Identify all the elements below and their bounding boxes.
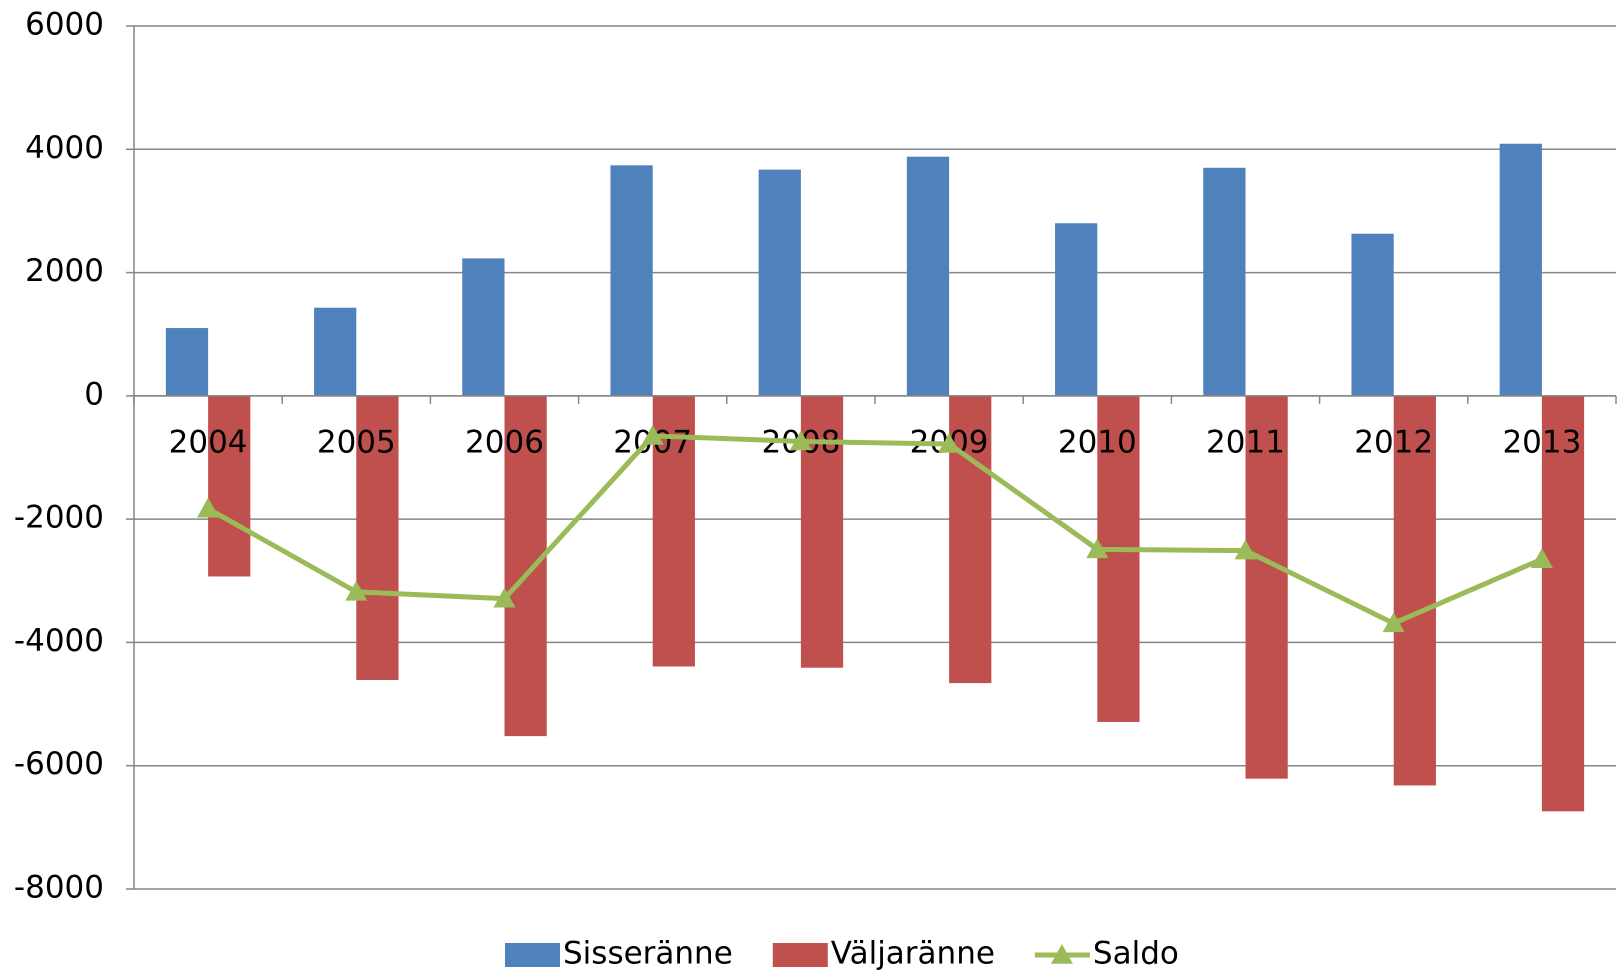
legend-label: Sisseränne bbox=[563, 936, 733, 972]
legend-swatch bbox=[505, 943, 560, 967]
bar bbox=[610, 165, 652, 396]
x-tick-label: 2011 bbox=[1206, 424, 1285, 460]
y-tick-label: -4000 bbox=[14, 623, 104, 659]
legend-label: Saldo bbox=[1093, 936, 1179, 972]
bar bbox=[759, 170, 801, 396]
y-tick-label: 0 bbox=[84, 376, 104, 412]
bar bbox=[1500, 144, 1542, 396]
x-tick-label: 2005 bbox=[317, 424, 396, 460]
bar bbox=[1351, 234, 1393, 396]
bar bbox=[462, 258, 504, 395]
bar bbox=[166, 328, 208, 396]
x-tick-label: 2010 bbox=[1058, 424, 1137, 460]
x-tick-label: 2012 bbox=[1354, 424, 1433, 460]
y-tick-label: 2000 bbox=[25, 253, 104, 289]
chart: -8000 -6000 -4000 -2000 0 2000 4000 6000 2004 200… bbox=[0, 0, 1619, 973]
y-tick-label: 4000 bbox=[25, 130, 104, 166]
line bbox=[208, 436, 1542, 623]
bar bbox=[1203, 168, 1245, 396]
y-tick-label: -8000 bbox=[14, 870, 104, 906]
bar bbox=[314, 308, 356, 396]
y-tick-label: -6000 bbox=[14, 746, 104, 782]
bar bbox=[907, 157, 949, 396]
legend-swatch bbox=[773, 943, 828, 967]
x-tick-label: 2013 bbox=[1502, 424, 1581, 460]
y-tick-label: 6000 bbox=[25, 7, 104, 43]
bar bbox=[208, 396, 250, 577]
legend-label: Väljaränne bbox=[831, 936, 995, 972]
x-tick-label: 2006 bbox=[465, 424, 544, 460]
x-tick-label: 2004 bbox=[169, 424, 248, 460]
bar bbox=[1055, 223, 1097, 396]
y-tick-label: -2000 bbox=[14, 500, 104, 536]
